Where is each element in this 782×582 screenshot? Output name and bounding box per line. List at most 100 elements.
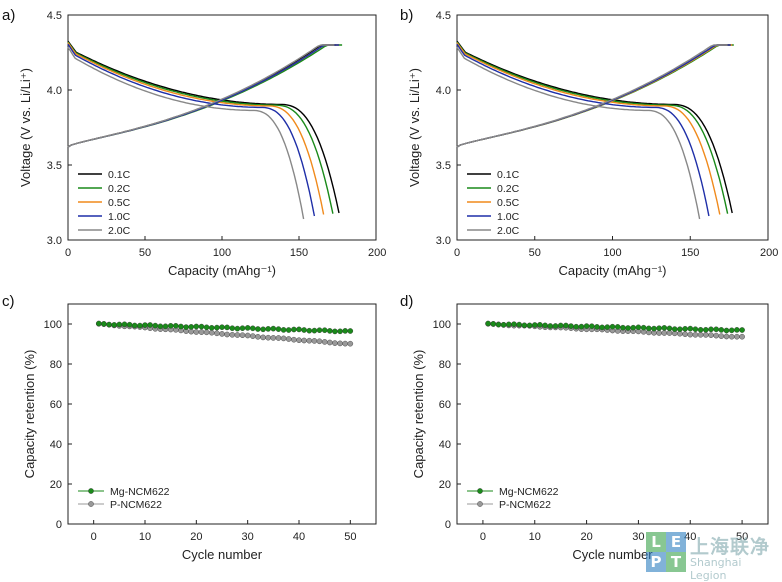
data-point-P-NCM622	[703, 332, 709, 338]
legend-label: 1.0C	[497, 211, 520, 223]
panel-label: a)	[2, 7, 15, 24]
data-point-P-NCM622	[739, 333, 745, 340]
data-point-Mg-NCM622	[188, 324, 194, 330]
watermark-english: Shanghai Legion	[690, 556, 742, 582]
legend-label: 0.2C	[108, 183, 131, 195]
data-point-Mg-NCM622	[511, 321, 517, 328]
x-tick-label: 150	[681, 247, 699, 259]
x-tick-label: 50	[139, 247, 151, 259]
data-point-P-NCM622	[234, 332, 241, 338]
data-point-P-NCM622	[214, 330, 220, 337]
chart-panel-4: 0 10 20 30 40 50 0 20 40 60 80 100 Cycle number Capac…	[400, 293, 769, 562]
x-tick-label: 50	[344, 531, 356, 543]
data-point-Mg-NCM622	[640, 324, 647, 331]
data-point-Mg-NCM622	[537, 321, 543, 328]
data-point-Mg-NCM622	[614, 324, 621, 330]
chart-panel-3: 0 10 20 30 40 50 0 20 40 60 80 100 Cycle number Capac…	[2, 293, 377, 562]
data-point-P-NCM622	[311, 338, 318, 344]
data-point-P-NCM622	[728, 333, 735, 340]
x-tick-label: 10	[139, 531, 151, 543]
x-tick-label: 40	[684, 531, 696, 543]
data-point-Mg-NCM622	[131, 322, 138, 329]
data-point-Mg-NCM622	[734, 327, 740, 333]
data-point-P-NCM622	[656, 330, 662, 336]
legend-label: 0.5C	[497, 197, 520, 209]
chart-panel-1: 0 50 100 150 200 3.0 3.5 4.0 4.5 Capacity (mAhg⁻¹…	[2, 7, 386, 278]
data-point-Mg-NCM622	[594, 324, 600, 330]
data-point-Mg-NCM622	[625, 325, 631, 331]
data-point-P-NCM622	[316, 338, 323, 345]
legend-label: 0.2C	[497, 183, 520, 195]
data-point-P-NCM622	[270, 335, 277, 341]
discharge-curve-0.1C	[67, 40, 340, 214]
legend-label: P-NCM622	[110, 499, 162, 511]
data-point-Mg-NCM622	[198, 323, 205, 330]
data-point-P-NCM622	[198, 329, 205, 335]
data-point-Mg-NCM622	[337, 328, 343, 335]
data-point-P-NCM622	[280, 335, 287, 342]
data-point-P-NCM622	[188, 328, 194, 335]
legend-marker-Mg-NCM622	[477, 488, 483, 494]
x-tick-label: 0	[65, 247, 71, 259]
data-point-Mg-NCM622	[121, 321, 128, 328]
x-axis-label: Cycle number	[572, 547, 653, 562]
y-tick-label: 3.0	[436, 235, 451, 247]
y-tick-label: 3.5	[47, 160, 62, 172]
data-point-Mg-NCM622	[568, 323, 574, 329]
y-tick-label: 40	[439, 439, 451, 451]
plot-frame	[456, 303, 769, 525]
data-point-P-NCM622	[229, 331, 236, 338]
data-point-Mg-NCM622	[651, 325, 657, 332]
data-point-Mg-NCM622	[599, 324, 605, 331]
data-point-Mg-NCM622	[563, 322, 569, 329]
x-tick-label: 100	[603, 247, 621, 259]
data-point-Mg-NCM622	[326, 328, 333, 334]
data-point-Mg-NCM622	[332, 328, 338, 335]
data-point-Mg-NCM622	[589, 323, 595, 330]
data-point-P-NCM622	[255, 333, 261, 340]
data-point-Mg-NCM622	[728, 327, 735, 334]
data-point-Mg-NCM622	[265, 326, 272, 332]
legend-label: 0.1C	[497, 169, 520, 181]
data-point-Mg-NCM622	[521, 322, 528, 329]
data-point-Mg-NCM622	[573, 323, 580, 330]
data-point-Mg-NCM622	[214, 324, 220, 331]
data-point-Mg-NCM622	[718, 327, 725, 333]
x-tick-label: 200	[760, 247, 778, 259]
y-tick-label: 3.5	[436, 160, 451, 172]
data-point-Mg-NCM622	[604, 324, 611, 330]
data-point-Mg-NCM622	[147, 322, 153, 328]
data-point-Mg-NCM622	[96, 320, 102, 327]
data-point-Mg-NCM622	[229, 325, 236, 332]
data-point-P-NCM622	[301, 337, 307, 344]
data-point-Mg-NCM622	[167, 322, 174, 329]
data-point-Mg-NCM622	[671, 326, 678, 332]
data-point-Mg-NCM622	[316, 327, 323, 334]
legend-label: 2.0C	[108, 225, 131, 237]
data-point-Mg-NCM622	[172, 322, 179, 329]
data-point-P-NCM622	[697, 331, 704, 338]
y-tick-label: 100	[44, 319, 62, 331]
y-axis-label: Capacity retention (%)	[22, 350, 37, 479]
data-point-Mg-NCM622	[142, 322, 148, 328]
data-point-Mg-NCM622	[661, 325, 668, 331]
data-point-P-NCM622	[723, 333, 730, 340]
y-axis-label: Voltage (V vs. Li/Li⁺)	[18, 68, 33, 187]
x-axis-label: Cycle number	[182, 547, 263, 562]
data-point-Mg-NCM622	[500, 321, 507, 328]
data-point-Mg-NCM622	[116, 321, 123, 328]
data-point-Mg-NCM622	[620, 324, 626, 331]
panel-label: b)	[400, 7, 413, 24]
data-point-Mg-NCM622	[713, 326, 720, 333]
x-tick-label: 150	[290, 247, 308, 259]
y-axis-label: Capacity retention (%)	[411, 350, 426, 479]
x-axis-label: Capacity (mAhg⁻¹)	[559, 263, 667, 278]
watermark-letter: E	[666, 532, 686, 552]
data-point-Mg-NCM622	[157, 323, 164, 330]
data-point-Mg-NCM622	[239, 325, 246, 332]
data-point-P-NCM622	[285, 336, 292, 342]
x-tick-label: 200	[368, 247, 386, 259]
data-point-Mg-NCM622	[193, 323, 200, 330]
y-tick-label: 40	[50, 439, 62, 451]
